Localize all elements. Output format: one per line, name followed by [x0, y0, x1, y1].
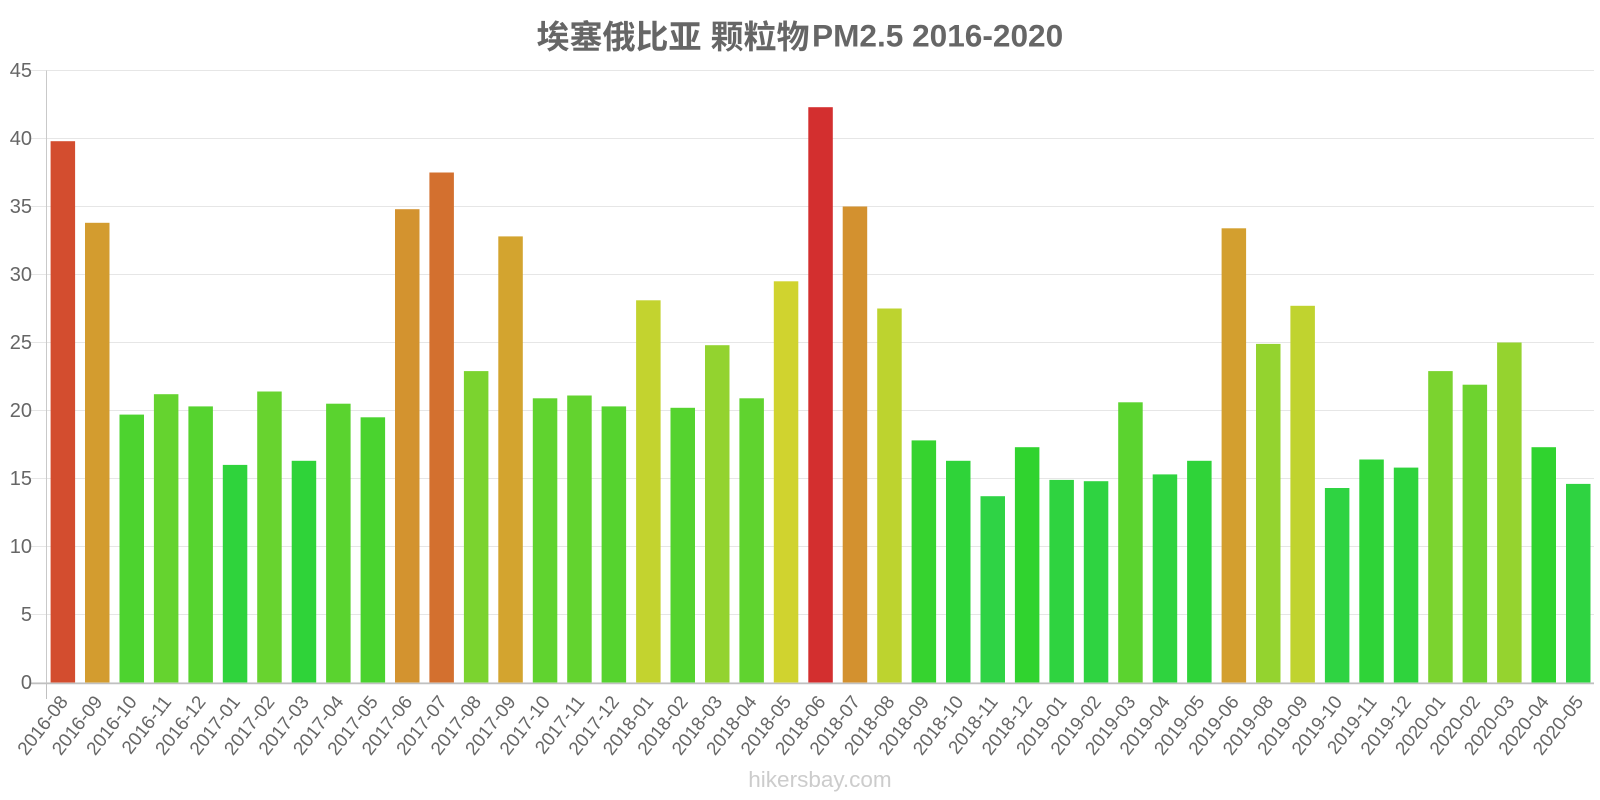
svg-text:40: 40 — [10, 128, 32, 150]
svg-text:15: 15 — [10, 468, 32, 490]
svg-text:PM2.5 2016-2020: PM2.5 2016-2020 — [812, 18, 1063, 54]
svg-text:hikersbay.com: hikersbay.com — [748, 767, 891, 792]
svg-text:20: 20 — [10, 400, 32, 422]
svg-text:25: 25 — [10, 332, 32, 354]
svg-text:30: 30 — [10, 264, 32, 286]
svg-text:0: 0 — [21, 672, 32, 694]
svg-text:5: 5 — [21, 604, 32, 626]
svg-text:45: 45 — [10, 60, 32, 82]
svg-text:10: 10 — [10, 536, 32, 558]
svg-text:35: 35 — [10, 196, 32, 218]
